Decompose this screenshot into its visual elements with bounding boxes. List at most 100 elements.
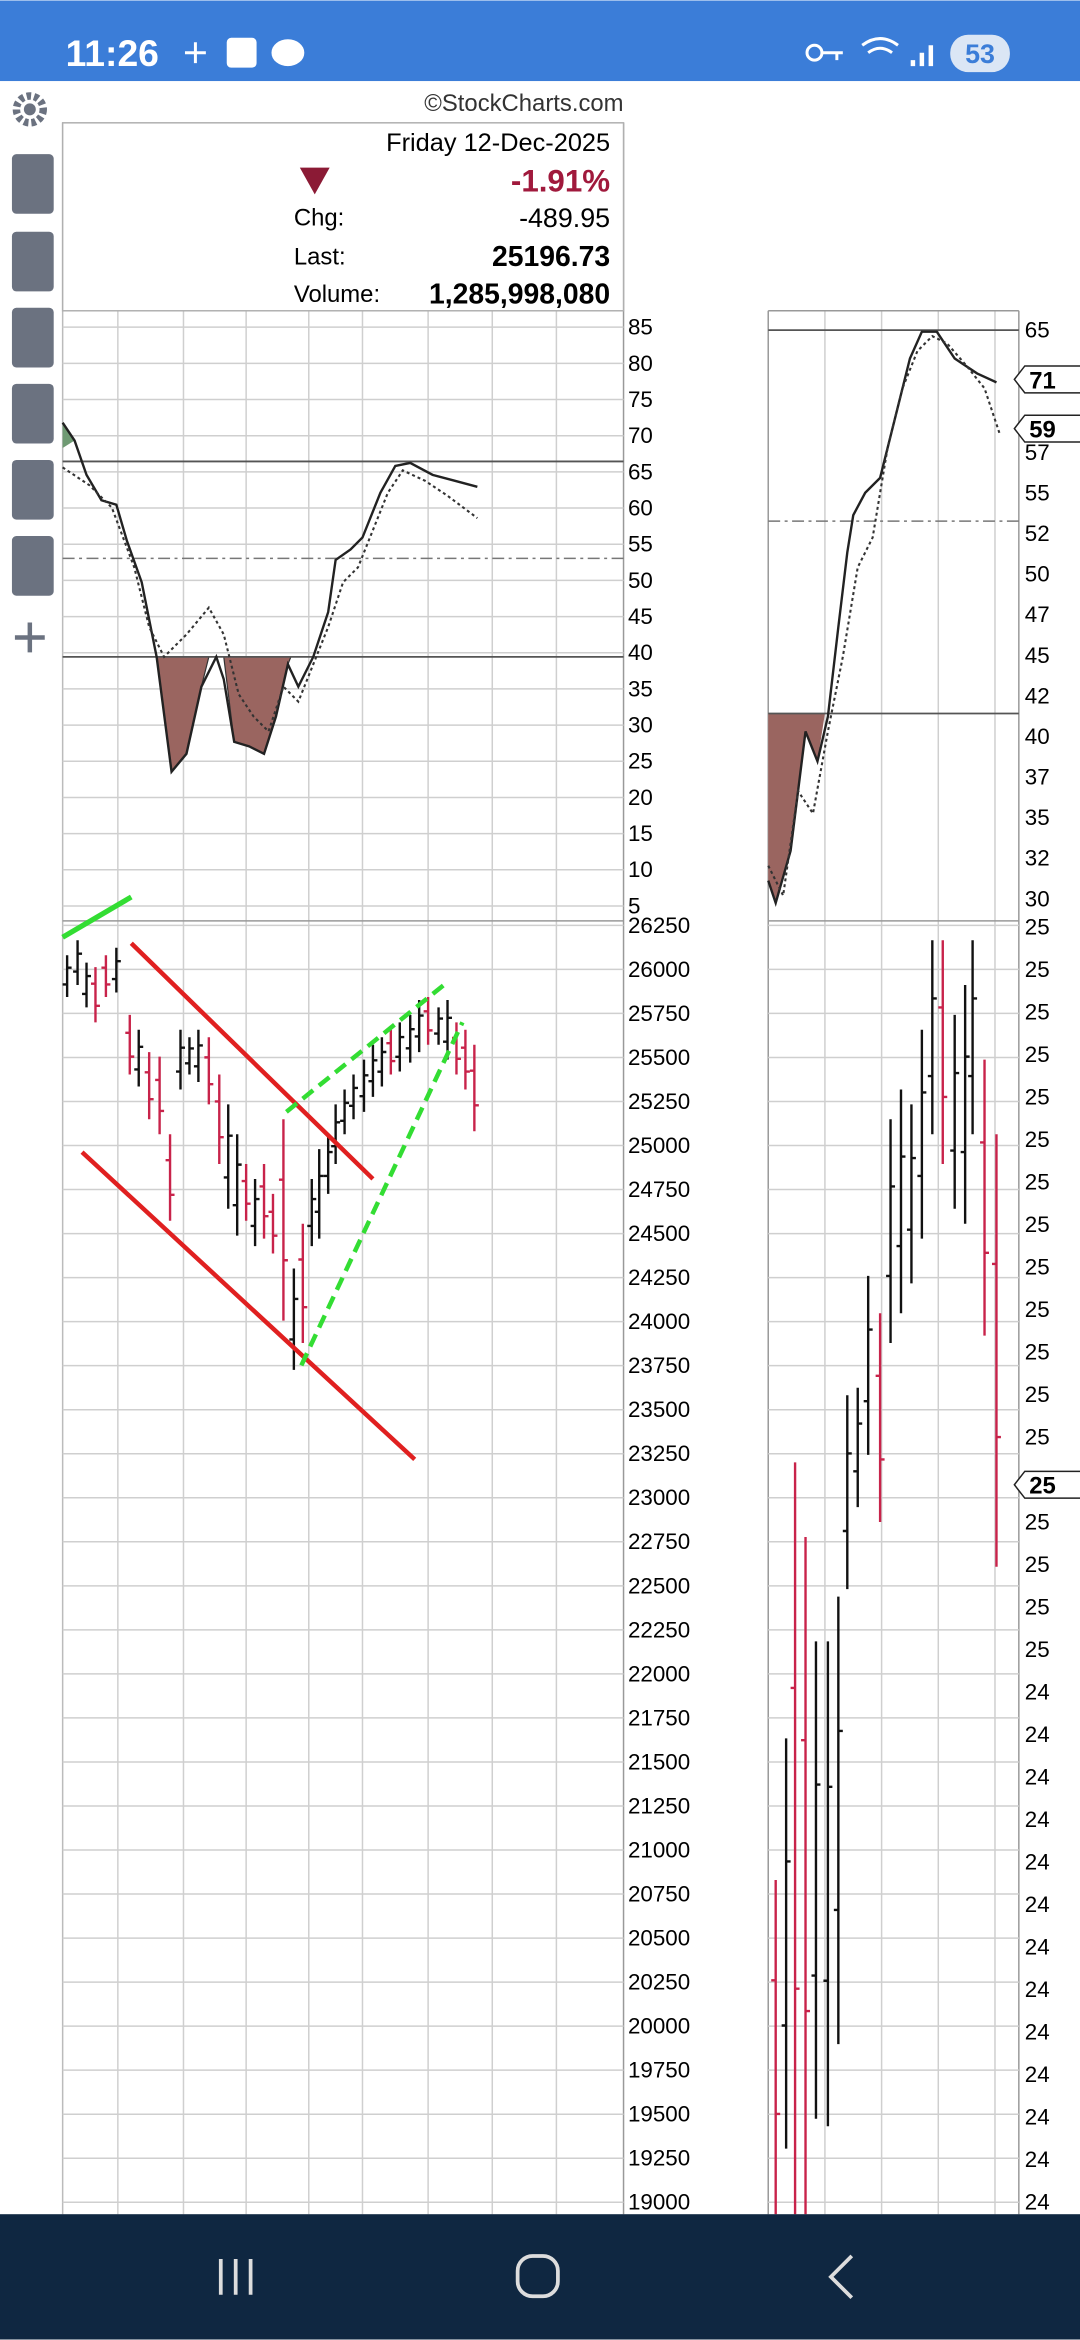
price-bar [917,1029,927,1239]
status-bar [0,0,1080,82]
y-tick-label: 45 [628,604,653,629]
home-button[interactable] [515,2254,560,2299]
y-tick-label: 19250 [628,2146,690,2171]
y-tick-label: 23750 [628,1353,690,1378]
price-bar [340,1089,350,1135]
recents-button[interactable] [218,2258,253,2295]
y-tick-label: 21000 [628,1837,690,1862]
price-bar [434,1007,444,1045]
tool-button[interactable] [11,154,54,214]
tool-button[interactable] [11,459,54,520]
y-tick-label: 52 [1025,521,1050,546]
price-bar [73,940,83,986]
y-tick-label: 24 [1025,1935,1050,1960]
y-tick-label: 26250 [628,913,690,938]
settings-hub [23,103,36,116]
value-tag [1013,414,1080,443]
nav-bar [0,2214,1080,2340]
y-tick-label: 45 [1025,643,1050,668]
down-arrow [299,167,330,195]
oversold-fill [768,713,825,903]
back-button[interactable] [828,2254,854,2300]
price-bar [980,1059,990,1336]
tool-button[interactable] [11,536,54,596]
price-bar [368,1044,378,1097]
price-bar [241,1164,251,1221]
add-button[interactable] [14,622,45,653]
tool-button[interactable] [11,307,54,368]
price-bar [968,940,978,1135]
price-bar [232,1134,242,1236]
settings-button[interactable] [12,92,47,127]
price-bar [991,1134,1001,1567]
price-bar [386,1029,396,1075]
y-tick-label: 25 [1025,999,1050,1024]
y-tick-label: 25250 [628,1089,690,1114]
y-tick-label: 22000 [628,1661,690,1686]
y-tick-label: 42 [1025,683,1050,708]
y-tick-label: 24750 [628,1177,690,1202]
y-tick-label: 23000 [628,1485,690,1510]
price-bar [268,1193,278,1254]
price-bar [927,940,937,1135]
y-tick-label: 35 [1025,805,1050,830]
y-tick-label: 25500 [628,1045,690,1070]
price-bar [184,1037,194,1075]
wedge-line [285,980,465,1367]
price-bar [863,1275,873,1455]
y-tick-label: 19500 [628,2102,690,2127]
y-tick-label: 24250 [628,1265,690,1290]
level-line [768,329,1019,715]
y-tick-label: 24 [1025,1765,1050,1790]
battery [950,34,1010,73]
price-bar [377,1037,387,1087]
y-tick-label: 20 [628,785,653,810]
price-bar [423,996,433,1045]
indicator-line [61,421,478,775]
y-tick-label: 20250 [628,1970,690,1995]
status-icons [184,37,934,68]
y-tick-label: 65 [628,459,653,484]
y-tick-label: 24 [1025,2020,1050,2045]
y-tick-label: 22250 [628,1617,690,1642]
price-bar [842,1395,852,1590]
price-bar [101,955,111,997]
price-bar [781,1738,791,2149]
tool-button[interactable] [11,231,54,292]
y-tick-label: 25 [1025,1297,1050,1322]
price-bar [886,1119,896,1344]
value-tag-label: 59 [1029,417,1056,444]
y-tick-label: 57 [1025,440,1050,465]
price-bar [176,1029,185,1090]
price-bar [214,1074,224,1165]
price-bar [193,1029,203,1082]
y-tick-label: 50 [1025,562,1050,587]
price-bar [314,1149,324,1239]
price-bar [307,1178,317,1247]
y-tick-label: 25 [1025,1127,1050,1152]
y-tick-label: 20000 [628,2014,690,2039]
price-bar [359,1059,369,1112]
y-tick-label: 85 [628,315,653,340]
value-tag [1013,365,1080,394]
price-bar [443,999,452,1060]
price-bar [801,1536,810,2215]
price-bar [204,1037,214,1105]
y-tick-label: 24 [1025,2190,1050,2215]
y-tick-label: 25 [1025,1169,1050,1194]
watermark: ©StockCharts.com [424,90,623,117]
grid [61,122,1020,2215]
price-bar [90,967,100,1023]
price-bar [405,1014,415,1063]
trend-line [61,894,133,940]
y-tick-label: 35 [628,676,653,701]
price-bar [250,1178,260,1247]
y-tick-label: 24 [1025,1722,1050,1747]
toolbar [11,92,54,653]
y-tick-label: 80 [628,351,653,376]
y-tick-label: 25 [1025,1084,1050,1109]
y-tick-label: 10 [628,857,653,882]
y-tick-label: 22500 [628,1573,690,1598]
tool-button[interactable] [11,383,54,444]
